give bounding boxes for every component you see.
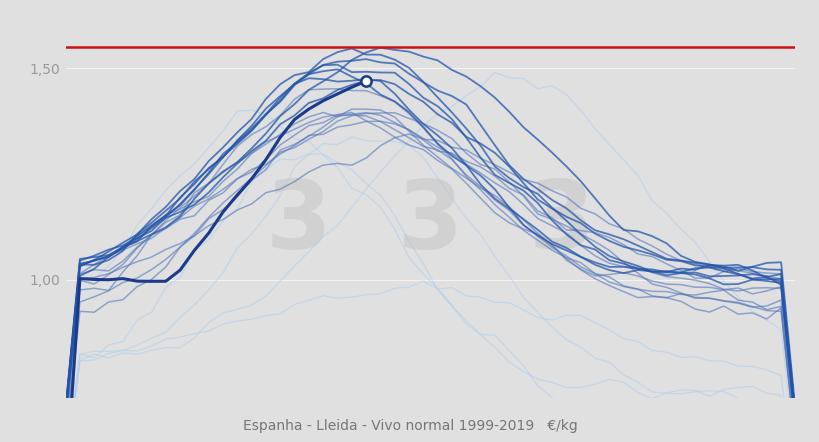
- Point: [359, 77, 372, 84]
- Text: 3  3  3: 3 3 3: [266, 177, 594, 269]
- Text: Espanha - Lleida - Vivo normal 1999-2019   €/kg: Espanha - Lleida - Vivo normal 1999-2019…: [242, 419, 577, 433]
